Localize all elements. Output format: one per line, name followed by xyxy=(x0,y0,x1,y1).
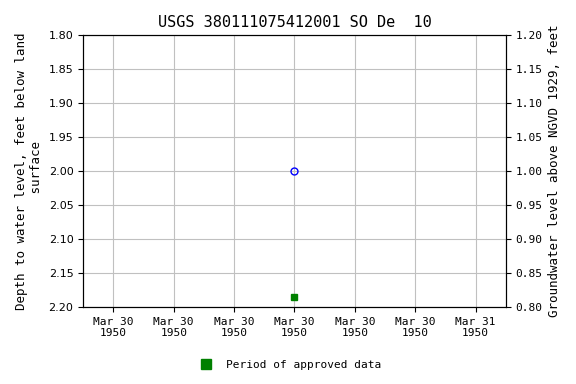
Title: USGS 380111075412001 SO De  10: USGS 380111075412001 SO De 10 xyxy=(158,15,431,30)
Legend: Period of approved data: Period of approved data xyxy=(191,356,385,375)
Y-axis label: Depth to water level, feet below land
 surface: Depth to water level, feet below land su… xyxy=(15,32,43,310)
Y-axis label: Groundwater level above NGVD 1929, feet: Groundwater level above NGVD 1929, feet xyxy=(548,25,561,318)
